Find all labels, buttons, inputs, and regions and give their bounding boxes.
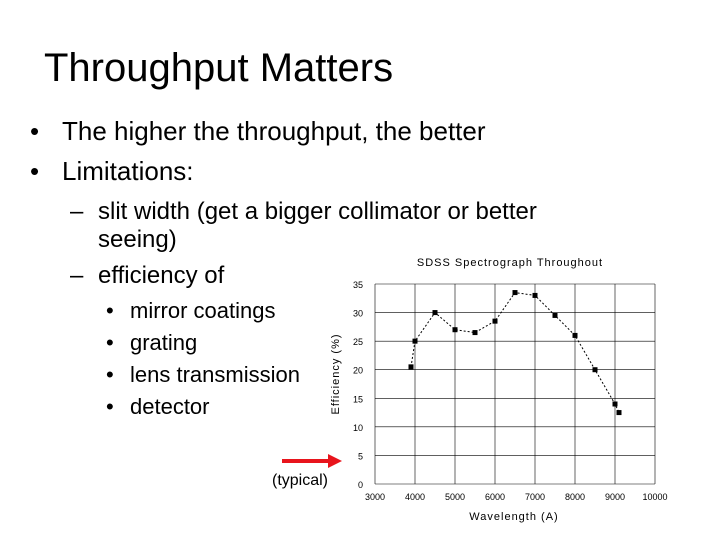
x-tick-label: 5000	[445, 492, 465, 502]
x-tick-label: 9000	[605, 492, 625, 502]
list-item-text: mirror coatings	[130, 298, 276, 323]
chart-title: SDSS Spectrograph Throughout	[417, 257, 603, 269]
y-tick-label: 15	[353, 394, 363, 404]
data-point	[472, 330, 478, 336]
list-item: • lens transmission	[106, 362, 300, 388]
x-tick-label: 4000	[405, 492, 425, 502]
chart-grid	[374, 283, 656, 485]
list-item-text: lens transmission	[130, 362, 300, 387]
data-point	[412, 338, 418, 344]
x-axis-label: Wavelength (A)	[469, 511, 558, 523]
slide-title: Throughput Matters	[44, 46, 394, 90]
data-points	[408, 290, 622, 416]
data-point	[452, 327, 458, 333]
list-item: • grating	[106, 330, 197, 356]
data-point	[572, 332, 578, 338]
sub-bullet-dash: –	[70, 198, 84, 225]
typical-label: (typical)	[272, 472, 329, 489]
y-tick-labels: 0 5 10 15 20 25 30 35	[353, 280, 363, 490]
data-point	[616, 410, 622, 416]
y-axis-label: Efficiency (%)	[330, 333, 342, 414]
y-tick-label: 0	[358, 480, 363, 490]
y-tick-label: 20	[353, 366, 363, 376]
data-point	[512, 290, 518, 296]
x-tick-label: 8000	[565, 492, 585, 502]
list-item-text: grating	[130, 330, 198, 355]
x-tick-label: 7000	[525, 492, 545, 502]
list-item: • detector	[106, 394, 210, 420]
list-item-dot: •	[106, 330, 114, 355]
right-arrow-icon	[282, 454, 342, 468]
y-tick-label: 5	[358, 451, 363, 461]
y-tick-label: 35	[353, 280, 363, 290]
bullet-mark: •	[30, 116, 40, 146]
bullet-text: The higher the throughput, the better	[62, 116, 486, 146]
bullet-item: • The higher the throughput, the better	[30, 116, 486, 146]
bullet-item: • Limitations:	[30, 156, 194, 186]
x-tick-label: 3000	[365, 492, 385, 502]
x-tick-label: 6000	[485, 492, 505, 502]
list-item-dot: •	[106, 298, 114, 323]
series-line	[410, 292, 620, 413]
list-item-dot: •	[106, 394, 114, 419]
sub-bullet-text: efficiency of	[98, 262, 225, 289]
list-item-dot: •	[106, 362, 114, 387]
data-point	[612, 401, 618, 407]
data-point	[592, 367, 598, 373]
x-tick-label: 10000	[642, 492, 667, 502]
data-point	[552, 312, 558, 318]
sub-bullet-dash: –	[70, 262, 84, 289]
list-item: • mirror coatings	[106, 298, 275, 324]
x-tick-labels: 3000 4000 5000 6000 7000 8000 9000 10000	[365, 492, 668, 502]
data-point	[532, 292, 538, 298]
bullet-text: Limitations:	[62, 156, 194, 186]
bullet-mark: •	[30, 156, 40, 186]
data-point	[432, 310, 438, 316]
data-point	[492, 318, 498, 324]
y-tick-label: 10	[353, 423, 363, 433]
throughput-chart: SDSS Spectrograph Throughout 0 5 10 15 20 25 3…	[330, 257, 668, 523]
list-item-text: detector	[130, 394, 210, 419]
data-point	[408, 364, 414, 370]
y-tick-label: 25	[353, 337, 363, 347]
y-tick-label: 30	[353, 309, 363, 319]
sub-bullet-text: slit width (get a bigger collimator or b…	[98, 198, 537, 253]
